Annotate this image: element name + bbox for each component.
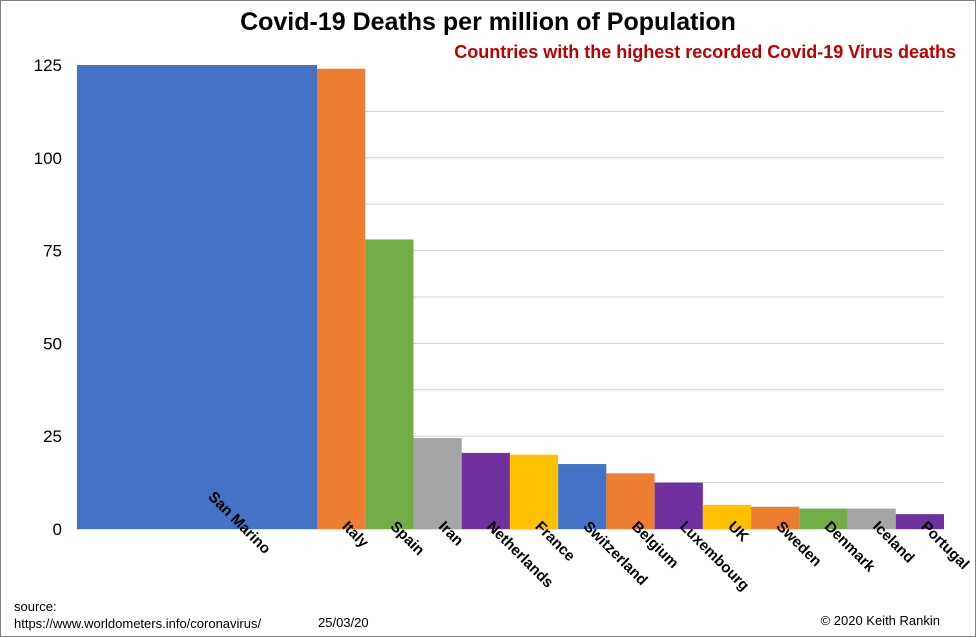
bar-belgium <box>606 473 655 529</box>
y-tick-label: 50 <box>43 334 62 353</box>
bar-iran <box>413 438 462 529</box>
y-tick-label: 125 <box>34 56 62 75</box>
bar-portugal <box>895 514 944 529</box>
bar-netherlands <box>461 452 510 529</box>
chart-subtitle: Countries with the highest recorded Covi… <box>454 42 956 62</box>
bar-france <box>509 454 559 529</box>
source-date: 25/03/20 <box>318 615 369 630</box>
source-url: https://www.worldometers.info/coronaviru… <box>14 616 262 631</box>
bar-uk <box>702 504 752 529</box>
source-note: source: https://www.worldometers.info/co… <box>14 598 261 632</box>
bar-san-marino <box>77 65 317 529</box>
copyright-credit: © 2020 Keith Rankin <box>820 613 940 628</box>
y-tick-label: 100 <box>34 149 62 168</box>
bar-denmark <box>799 508 848 529</box>
bars <box>77 65 944 530</box>
source-label: source: <box>14 599 57 614</box>
y-tick-label: 75 <box>43 242 62 261</box>
bar-switzerland <box>558 464 607 529</box>
y-tick-label: 25 <box>43 427 62 446</box>
x-tick-label: Portugal <box>917 518 972 573</box>
bar-luxembourg <box>654 482 703 529</box>
bar-spain <box>365 239 414 530</box>
bar-sweden <box>751 506 800 529</box>
y-axis-tick-labels: 0 25 50 75 100 125 <box>34 56 62 539</box>
y-tick-label: 0 <box>53 520 62 539</box>
bar-iceland <box>847 508 896 529</box>
bar-italy <box>317 68 366 529</box>
chart-title: Covid-19 Deaths per million of Populatio… <box>240 8 736 36</box>
